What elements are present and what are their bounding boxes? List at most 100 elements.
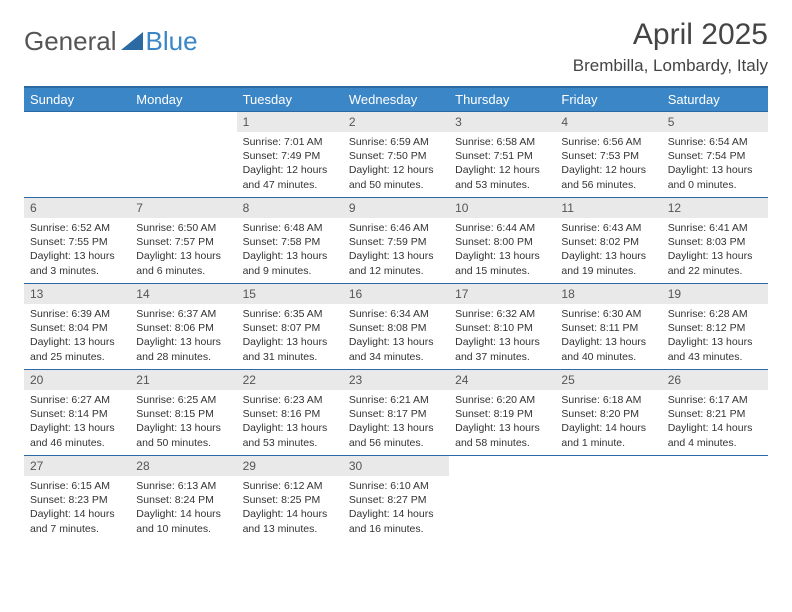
day-header: Wednesday bbox=[343, 87, 449, 112]
day-number: 30 bbox=[343, 456, 449, 476]
day-number: 2 bbox=[343, 112, 449, 132]
calendar-cell: 6Sunrise: 6:52 AMSunset: 7:55 PMDaylight… bbox=[24, 198, 130, 284]
calendar-cell: 22Sunrise: 6:23 AMSunset: 8:16 PMDayligh… bbox=[237, 370, 343, 456]
calendar-cell: 1Sunrise: 7:01 AMSunset: 7:49 PMDaylight… bbox=[237, 112, 343, 198]
day-header: Thursday bbox=[449, 87, 555, 112]
calendar-cell: . bbox=[130, 112, 236, 198]
day-number: 12 bbox=[662, 198, 768, 218]
day-number: 11 bbox=[555, 198, 661, 218]
calendar-cell: . bbox=[449, 456, 555, 542]
day-details: Sunrise: 6:23 AMSunset: 8:16 PMDaylight:… bbox=[237, 390, 343, 453]
day-number: 23 bbox=[343, 370, 449, 390]
day-number: 4 bbox=[555, 112, 661, 132]
header: General Blue April 2025 Brembilla, Lomba… bbox=[24, 18, 768, 76]
day-number: 7 bbox=[130, 198, 236, 218]
calendar-week: 27Sunrise: 6:15 AMSunset: 8:23 PMDayligh… bbox=[24, 456, 768, 542]
day-details: Sunrise: 6:20 AMSunset: 8:19 PMDaylight:… bbox=[449, 390, 555, 453]
calendar-cell: 3Sunrise: 6:58 AMSunset: 7:51 PMDaylight… bbox=[449, 112, 555, 198]
calendar-cell: 5Sunrise: 6:54 AMSunset: 7:54 PMDaylight… bbox=[662, 112, 768, 198]
day-details: Sunrise: 6:25 AMSunset: 8:15 PMDaylight:… bbox=[130, 390, 236, 453]
calendar-cell: 20Sunrise: 6:27 AMSunset: 8:14 PMDayligh… bbox=[24, 370, 130, 456]
day-details: Sunrise: 6:39 AMSunset: 8:04 PMDaylight:… bbox=[24, 304, 130, 367]
day-details: Sunrise: 6:44 AMSunset: 8:00 PMDaylight:… bbox=[449, 218, 555, 281]
day-details: Sunrise: 6:37 AMSunset: 8:06 PMDaylight:… bbox=[130, 304, 236, 367]
calendar-cell: . bbox=[662, 456, 768, 542]
day-number: 28 bbox=[130, 456, 236, 476]
calendar-week: 13Sunrise: 6:39 AMSunset: 8:04 PMDayligh… bbox=[24, 284, 768, 370]
day-details: Sunrise: 6:35 AMSunset: 8:07 PMDaylight:… bbox=[237, 304, 343, 367]
day-details: Sunrise: 6:18 AMSunset: 8:20 PMDaylight:… bbox=[555, 390, 661, 453]
day-details: Sunrise: 6:56 AMSunset: 7:53 PMDaylight:… bbox=[555, 132, 661, 195]
calendar-cell: 7Sunrise: 6:50 AMSunset: 7:57 PMDaylight… bbox=[130, 198, 236, 284]
day-details: Sunrise: 6:10 AMSunset: 8:27 PMDaylight:… bbox=[343, 476, 449, 539]
day-number: 29 bbox=[237, 456, 343, 476]
day-details: Sunrise: 6:58 AMSunset: 7:51 PMDaylight:… bbox=[449, 132, 555, 195]
day-details: Sunrise: 6:13 AMSunset: 8:24 PMDaylight:… bbox=[130, 476, 236, 539]
calendar-cell: . bbox=[24, 112, 130, 198]
day-header: Monday bbox=[130, 87, 236, 112]
day-number: 26 bbox=[662, 370, 768, 390]
calendar-cell: 2Sunrise: 6:59 AMSunset: 7:50 PMDaylight… bbox=[343, 112, 449, 198]
day-number: 22 bbox=[237, 370, 343, 390]
day-number: 15 bbox=[237, 284, 343, 304]
day-number: 27 bbox=[24, 456, 130, 476]
calendar-cell: 25Sunrise: 6:18 AMSunset: 8:20 PMDayligh… bbox=[555, 370, 661, 456]
calendar-cell: 9Sunrise: 6:46 AMSunset: 7:59 PMDaylight… bbox=[343, 198, 449, 284]
calendar-cell: 14Sunrise: 6:37 AMSunset: 8:06 PMDayligh… bbox=[130, 284, 236, 370]
calendar-cell: 11Sunrise: 6:43 AMSunset: 8:02 PMDayligh… bbox=[555, 198, 661, 284]
day-details: Sunrise: 6:30 AMSunset: 8:11 PMDaylight:… bbox=[555, 304, 661, 367]
day-number: 19 bbox=[662, 284, 768, 304]
calendar-week: ..1Sunrise: 7:01 AMSunset: 7:49 PMDaylig… bbox=[24, 112, 768, 198]
calendar-cell: 10Sunrise: 6:44 AMSunset: 8:00 PMDayligh… bbox=[449, 198, 555, 284]
day-details: Sunrise: 6:41 AMSunset: 8:03 PMDaylight:… bbox=[662, 218, 768, 281]
month-title: April 2025 bbox=[573, 18, 768, 52]
calendar-cell: 21Sunrise: 6:25 AMSunset: 8:15 PMDayligh… bbox=[130, 370, 236, 456]
day-details: Sunrise: 6:32 AMSunset: 8:10 PMDaylight:… bbox=[449, 304, 555, 367]
calendar-cell: 16Sunrise: 6:34 AMSunset: 8:08 PMDayligh… bbox=[343, 284, 449, 370]
logo-triangle-icon bbox=[121, 26, 143, 57]
day-number: 1 bbox=[237, 112, 343, 132]
day-details: Sunrise: 6:54 AMSunset: 7:54 PMDaylight:… bbox=[662, 132, 768, 195]
calendar-body: ..1Sunrise: 7:01 AMSunset: 7:49 PMDaylig… bbox=[24, 112, 768, 542]
day-header: Tuesday bbox=[237, 87, 343, 112]
day-header: Saturday bbox=[662, 87, 768, 112]
day-number: 3 bbox=[449, 112, 555, 132]
calendar-cell: 28Sunrise: 6:13 AMSunset: 8:24 PMDayligh… bbox=[130, 456, 236, 542]
calendar-cell: 12Sunrise: 6:41 AMSunset: 8:03 PMDayligh… bbox=[662, 198, 768, 284]
calendar-cell: 23Sunrise: 6:21 AMSunset: 8:17 PMDayligh… bbox=[343, 370, 449, 456]
calendar-cell: 27Sunrise: 6:15 AMSunset: 8:23 PMDayligh… bbox=[24, 456, 130, 542]
day-details: Sunrise: 6:48 AMSunset: 7:58 PMDaylight:… bbox=[237, 218, 343, 281]
day-number: 6 bbox=[24, 198, 130, 218]
day-details: Sunrise: 6:59 AMSunset: 7:50 PMDaylight:… bbox=[343, 132, 449, 195]
day-number: 17 bbox=[449, 284, 555, 304]
day-details: Sunrise: 6:52 AMSunset: 7:55 PMDaylight:… bbox=[24, 218, 130, 281]
day-number: 8 bbox=[237, 198, 343, 218]
calendar-cell: 13Sunrise: 6:39 AMSunset: 8:04 PMDayligh… bbox=[24, 284, 130, 370]
logo-text-1: General bbox=[24, 26, 117, 57]
day-number: 14 bbox=[130, 284, 236, 304]
logo: General Blue bbox=[24, 18, 198, 57]
day-number: 25 bbox=[555, 370, 661, 390]
day-details: Sunrise: 7:01 AMSunset: 7:49 PMDaylight:… bbox=[237, 132, 343, 195]
day-details: Sunrise: 6:34 AMSunset: 8:08 PMDaylight:… bbox=[343, 304, 449, 367]
day-number: 10 bbox=[449, 198, 555, 218]
calendar-cell: 26Sunrise: 6:17 AMSunset: 8:21 PMDayligh… bbox=[662, 370, 768, 456]
calendar-cell: 19Sunrise: 6:28 AMSunset: 8:12 PMDayligh… bbox=[662, 284, 768, 370]
day-number: 5 bbox=[662, 112, 768, 132]
day-details: Sunrise: 6:28 AMSunset: 8:12 PMDaylight:… bbox=[662, 304, 768, 367]
day-details: Sunrise: 6:27 AMSunset: 8:14 PMDaylight:… bbox=[24, 390, 130, 453]
calendar-cell: 24Sunrise: 6:20 AMSunset: 8:19 PMDayligh… bbox=[449, 370, 555, 456]
calendar-week: 20Sunrise: 6:27 AMSunset: 8:14 PMDayligh… bbox=[24, 370, 768, 456]
day-number: 20 bbox=[24, 370, 130, 390]
day-number: 18 bbox=[555, 284, 661, 304]
day-details: Sunrise: 6:21 AMSunset: 8:17 PMDaylight:… bbox=[343, 390, 449, 453]
day-number: 24 bbox=[449, 370, 555, 390]
day-details: Sunrise: 6:15 AMSunset: 8:23 PMDaylight:… bbox=[24, 476, 130, 539]
calendar-cell: 17Sunrise: 6:32 AMSunset: 8:10 PMDayligh… bbox=[449, 284, 555, 370]
calendar-table: SundayMondayTuesdayWednesdayThursdayFrid… bbox=[24, 86, 768, 542]
calendar-week: 6Sunrise: 6:52 AMSunset: 7:55 PMDaylight… bbox=[24, 198, 768, 284]
day-details: Sunrise: 6:50 AMSunset: 7:57 PMDaylight:… bbox=[130, 218, 236, 281]
calendar-cell: . bbox=[555, 456, 661, 542]
day-header: Friday bbox=[555, 87, 661, 112]
calendar-cell: 18Sunrise: 6:30 AMSunset: 8:11 PMDayligh… bbox=[555, 284, 661, 370]
